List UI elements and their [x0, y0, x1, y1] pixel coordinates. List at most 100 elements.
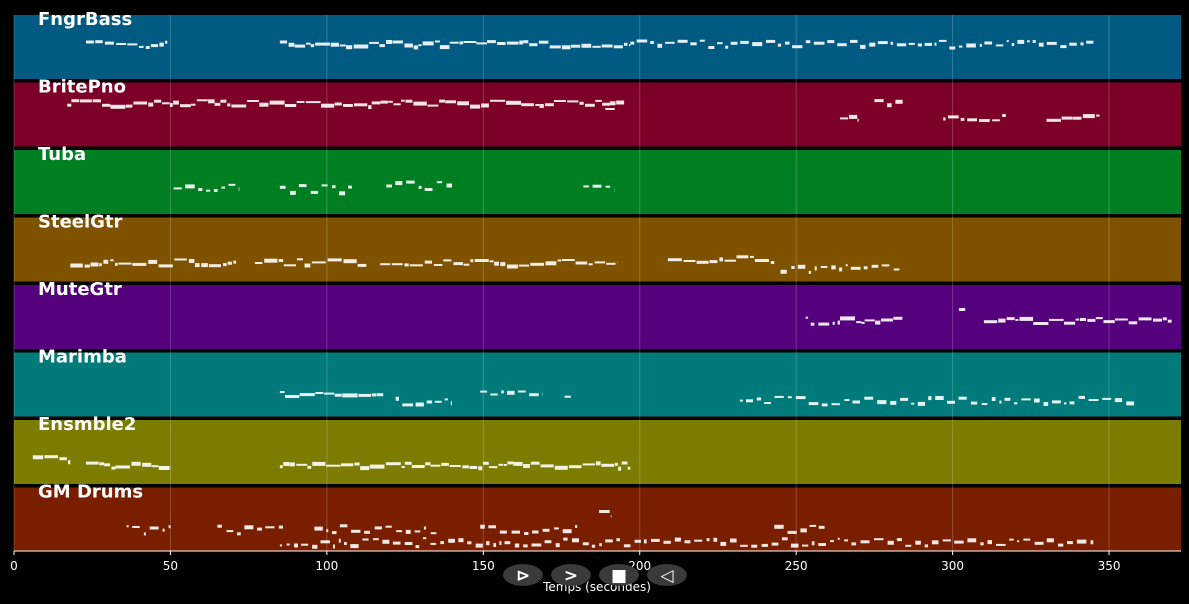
note [424, 188, 433, 191]
note [1064, 321, 1076, 325]
note [943, 117, 946, 121]
note [154, 99, 162, 103]
note [104, 41, 114, 45]
note [553, 100, 566, 102]
note [351, 529, 361, 533]
note [314, 526, 323, 531]
note [683, 260, 696, 262]
note [1038, 42, 1044, 47]
note-cluster-ensmble2-0 [32, 455, 71, 465]
note [657, 43, 663, 48]
note [877, 400, 887, 405]
note [864, 319, 875, 322]
note [305, 101, 321, 104]
note [392, 40, 403, 44]
note [132, 262, 147, 266]
x-tick-label: 50 [163, 559, 178, 573]
note [476, 42, 487, 45]
note [354, 462, 360, 466]
rewind-button[interactable]: ◁ [647, 564, 687, 586]
note [463, 41, 477, 43]
note [893, 316, 903, 320]
note [299, 393, 315, 397]
note [315, 392, 324, 394]
note [605, 108, 615, 110]
stop-bg [599, 564, 639, 586]
note [423, 526, 427, 530]
note [954, 540, 964, 544]
note [1086, 40, 1094, 44]
play-button[interactable]: > [551, 564, 591, 586]
note [386, 40, 393, 44]
note [875, 320, 881, 325]
note [372, 538, 379, 541]
note [162, 102, 170, 105]
note-cluster-gm-drums-6 [279, 537, 1094, 549]
note [296, 463, 308, 466]
note [1082, 114, 1095, 119]
note-cluster-fngrbass-0 [86, 40, 168, 49]
note [44, 455, 58, 459]
note [554, 527, 559, 530]
note [752, 42, 763, 47]
play-outline-button[interactable]: ⊳ [503, 564, 543, 586]
note [754, 259, 769, 262]
note [413, 45, 419, 50]
note [499, 530, 507, 534]
note [1049, 318, 1064, 321]
note [917, 401, 925, 406]
note [213, 189, 218, 192]
note [790, 543, 799, 548]
note [792, 45, 803, 49]
note [562, 529, 572, 534]
note [739, 399, 743, 402]
note [354, 103, 368, 107]
note [415, 545, 420, 549]
note [1126, 401, 1135, 406]
note [831, 265, 836, 270]
note [567, 100, 579, 103]
note [415, 402, 424, 407]
note [694, 539, 703, 542]
note [1046, 118, 1061, 122]
note [350, 544, 359, 549]
note [315, 42, 330, 46]
note [736, 255, 749, 259]
note [469, 466, 478, 469]
note [208, 99, 215, 104]
note [571, 44, 581, 48]
note [1017, 540, 1020, 543]
note [651, 538, 660, 542]
note [750, 255, 754, 258]
note [844, 539, 848, 542]
note [395, 181, 403, 186]
note [529, 393, 539, 397]
note [487, 40, 496, 44]
note [422, 41, 434, 46]
note [201, 263, 208, 268]
note [785, 41, 790, 45]
note [353, 44, 369, 49]
note [99, 462, 105, 466]
note [462, 465, 469, 469]
note [380, 263, 391, 266]
note [947, 400, 955, 404]
note-cluster-britepno-0 [67, 99, 625, 110]
note [582, 463, 596, 466]
note [781, 537, 788, 541]
note [380, 100, 388, 104]
stop-icon: ■ [611, 566, 627, 586]
track-label-steelgtr: SteelGtr [38, 212, 123, 233]
note [376, 393, 384, 397]
note [787, 530, 797, 534]
note [227, 103, 231, 107]
note [601, 44, 613, 48]
note [1095, 317, 1103, 320]
playback-controls[interactable]: ⊳ > ■ ◁ [503, 564, 687, 586]
note [191, 103, 196, 106]
note [595, 99, 602, 102]
notes-layer [32, 39, 1172, 549]
note [948, 115, 959, 119]
stop-button[interactable]: ■ [599, 564, 639, 586]
note [474, 259, 489, 262]
